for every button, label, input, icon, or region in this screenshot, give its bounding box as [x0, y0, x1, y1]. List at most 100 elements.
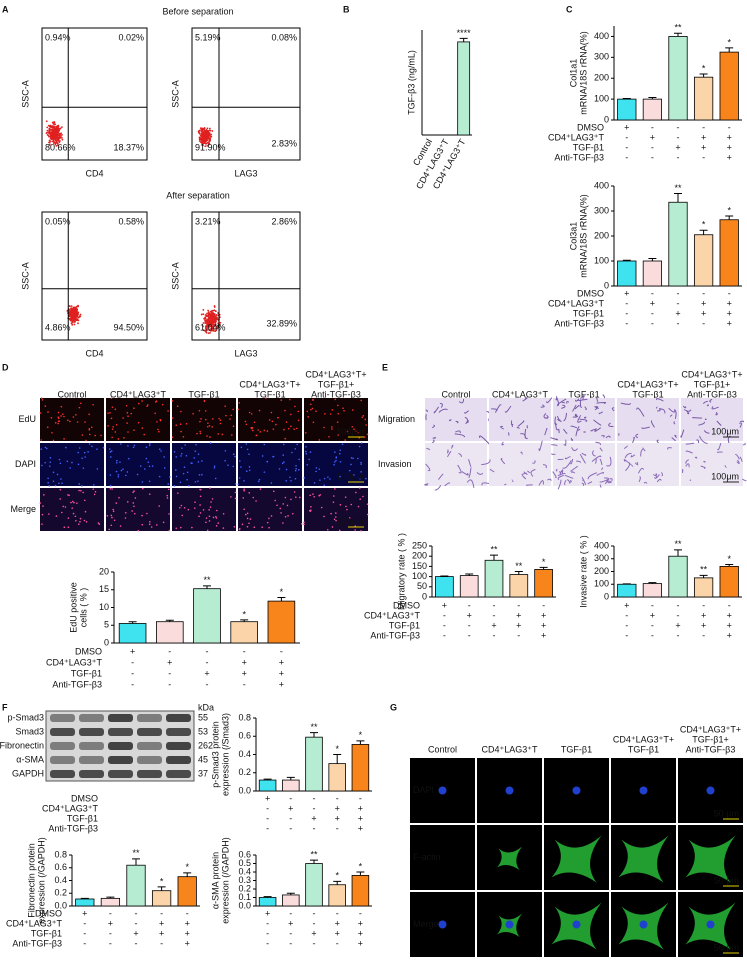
cell-dot: [67, 517, 70, 519]
treatment-name: Anti-TGF-β3: [12, 938, 62, 948]
y-tick-label: 100: [594, 579, 609, 589]
treatment-sign: -: [728, 122, 731, 132]
cell-mark: [489, 469, 495, 473]
cell-dot: [286, 504, 289, 507]
treatment-sign: -: [677, 132, 680, 142]
cell-dot: [352, 457, 355, 460]
cell-mark: [685, 459, 689, 464]
cell-dot: [77, 463, 80, 466]
cell-dot: [274, 499, 276, 502]
cell-dot: [181, 447, 183, 450]
cell-mark: [479, 435, 490, 445]
y-axis-label: Invasive rate ( % ): [578, 535, 588, 608]
cell-dot: [353, 428, 355, 431]
column-label: CD4⁺LAG3⁺T: [110, 389, 167, 399]
cell-dot: [344, 496, 347, 498]
event-dot: [74, 316, 77, 319]
cell-dot: [180, 430, 182, 433]
scale-bar-label: 100μm: [336, 471, 364, 481]
cell-dot: [150, 526, 153, 528]
cell-dot: [284, 409, 286, 412]
event-dot: [74, 320, 77, 323]
cell-dot: [51, 431, 53, 434]
cell-mark: [704, 418, 707, 421]
cell-mark: [685, 442, 695, 445]
event-dot: [48, 143, 51, 146]
treatment-sign: -: [677, 600, 680, 610]
treatment-sign: +: [335, 928, 340, 938]
treatment-sign: -: [266, 813, 269, 823]
treatment-sign: +: [265, 908, 270, 918]
cell-mark: [437, 473, 444, 480]
treatment-sign: -: [625, 298, 628, 308]
significance: *: [359, 861, 363, 871]
cell-dot: [145, 446, 148, 449]
cell-dot: [268, 419, 271, 421]
cell-mark: [424, 483, 429, 486]
cell-mark: [561, 404, 566, 409]
event-dot: [208, 140, 211, 143]
y-tick-label: 15: [99, 584, 109, 594]
cell-dot: [208, 515, 211, 518]
cell-dot: [342, 407, 344, 410]
treatment-sign: -: [651, 152, 654, 162]
treatment-sign: +: [159, 928, 164, 938]
cell-mark: [532, 460, 536, 464]
cell-dot: [141, 523, 144, 526]
y-tick-label: 0.1: [238, 892, 251, 902]
cell-dot: [93, 493, 96, 496]
treatment-name: Anti-TGF-β3: [48, 823, 98, 833]
y-tick-label: 0.6: [238, 849, 251, 859]
cell-mark: [555, 422, 560, 431]
error-bar: [310, 859, 318, 864]
cell-mark: [685, 463, 690, 468]
cell-dot: [159, 418, 162, 421]
cell-dot: [281, 462, 284, 465]
cell-dot: [136, 473, 139, 476]
micrograph: [106, 398, 170, 441]
treatment-sign: +: [701, 610, 706, 620]
bar: [642, 98, 663, 121]
micrograph: [425, 398, 487, 441]
error-bar: [333, 880, 342, 885]
event-dot: [48, 125, 51, 128]
significance: **: [490, 545, 498, 555]
cell-dot: [298, 458, 300, 461]
event-dot: [215, 329, 218, 332]
event-dot: [202, 329, 205, 332]
event-dot: [205, 315, 208, 318]
y-tick-label: 200: [412, 551, 427, 561]
treatment-sign: -: [313, 938, 316, 948]
axis-label: CD4: [85, 168, 103, 178]
cell-dot: [237, 408, 240, 411]
column-label: Control: [57, 389, 86, 399]
event-dot: [50, 125, 53, 128]
cell-mark: [431, 424, 435, 429]
treatment-sign: +: [701, 132, 706, 142]
cell-dot: [111, 428, 114, 430]
event-dot: [52, 137, 55, 140]
cell-dot: [296, 443, 298, 446]
treatment-sign: -: [359, 908, 362, 918]
cell-dot: [263, 429, 266, 432]
blot-band: [166, 742, 191, 750]
cell-mark: [656, 478, 662, 483]
axis-label: LAG3: [234, 168, 257, 178]
cell-dot: [122, 417, 124, 419]
cell-mark: [636, 407, 645, 417]
treatment-sign: -: [131, 679, 134, 689]
cell-dot: [293, 491, 296, 493]
cell-mark: [658, 408, 666, 414]
cell-dot: [222, 527, 225, 529]
cell-dot: [334, 488, 336, 490]
event-dot: [71, 323, 74, 326]
significance: *: [542, 557, 546, 567]
micrograph: [172, 443, 236, 486]
cell-mark: [632, 436, 635, 444]
bar: [75, 898, 95, 907]
cell-dot: [59, 498, 61, 500]
cell-mark: [596, 471, 605, 476]
treatment-sign: -: [677, 630, 680, 640]
quadrant-label: 94.50%: [113, 322, 144, 332]
cell-dot: [111, 406, 114, 408]
